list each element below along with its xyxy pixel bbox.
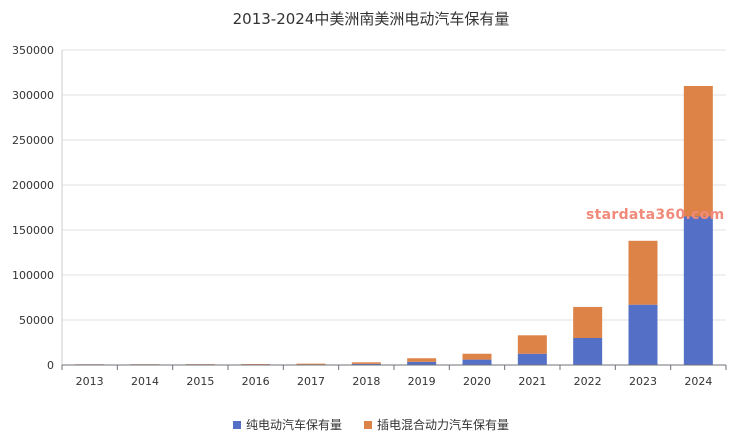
x-tick-label-2018: 2018	[352, 375, 380, 388]
y-tick-label-3: 150000	[12, 224, 54, 237]
bar-phev-2022	[573, 306, 603, 338]
bar-bev-2023	[628, 304, 658, 365]
legend-swatch	[364, 420, 372, 429]
bar-bev-2018	[351, 363, 381, 365]
y-tick-label-4: 200000	[12, 179, 54, 192]
bar-bev-2022	[573, 338, 603, 365]
bar-phev-2016	[241, 364, 271, 365]
legend-item-bev[interactable]: 纯电动汽车保有量	[232, 416, 342, 433]
y-tick-label-5: 250000	[12, 134, 54, 147]
y-tick-label-2: 100000	[12, 269, 54, 282]
x-tick-label-2014: 2014	[131, 375, 159, 388]
y-tick-label-1: 50000	[19, 314, 54, 327]
bar-phev-2021	[517, 335, 547, 354]
bar-phev-2020	[462, 353, 492, 360]
legend-label: 插电混合动力汽车保有量	[377, 418, 510, 432]
x-tick-label-2024: 2024	[684, 375, 712, 388]
bar-bev-2021	[517, 353, 547, 365]
x-tick-label-2019: 2019	[408, 375, 436, 388]
legend-swatch	[232, 420, 241, 429]
chart-title: 2013-2024中美洲南美洲电动汽车保有量	[232, 10, 510, 28]
bar-bev-2024	[683, 216, 713, 365]
x-tick-label-2021: 2021	[518, 375, 546, 388]
x-tick-label-2023: 2023	[629, 375, 657, 388]
legend-item-phev[interactable]: 插电混合动力汽车保有量	[364, 416, 509, 433]
x-tick-label-2013: 2013	[76, 375, 104, 388]
watermark: stardata360.com	[586, 207, 725, 223]
x-tick-label-2022: 2022	[574, 375, 602, 388]
legend: 纯电动汽车保有量 插电混合动力汽车保有量	[0, 416, 742, 433]
x-tick-label-2017: 2017	[297, 375, 325, 388]
bar-phev-2015	[185, 364, 215, 365]
y-tick-label-6: 300000	[12, 89, 54, 102]
bar-bev-2019	[407, 361, 437, 365]
legend-label: 纯电动汽车保有量	[245, 418, 342, 432]
bar-phev-2017	[296, 363, 326, 365]
x-tick-label-2015: 2015	[186, 375, 214, 388]
bar-phev-2024	[683, 86, 713, 217]
bar-phev-2019	[407, 358, 437, 362]
x-tick-label-2020: 2020	[463, 375, 491, 388]
y-tick-label-7: 350000	[12, 44, 54, 57]
bar-bev-2020	[462, 359, 492, 365]
bar-phev-2018	[351, 362, 381, 364]
x-tick-label-2016: 2016	[242, 375, 270, 388]
y-tick-label-0: 0	[47, 359, 54, 372]
bar-phev-2023	[628, 240, 658, 305]
